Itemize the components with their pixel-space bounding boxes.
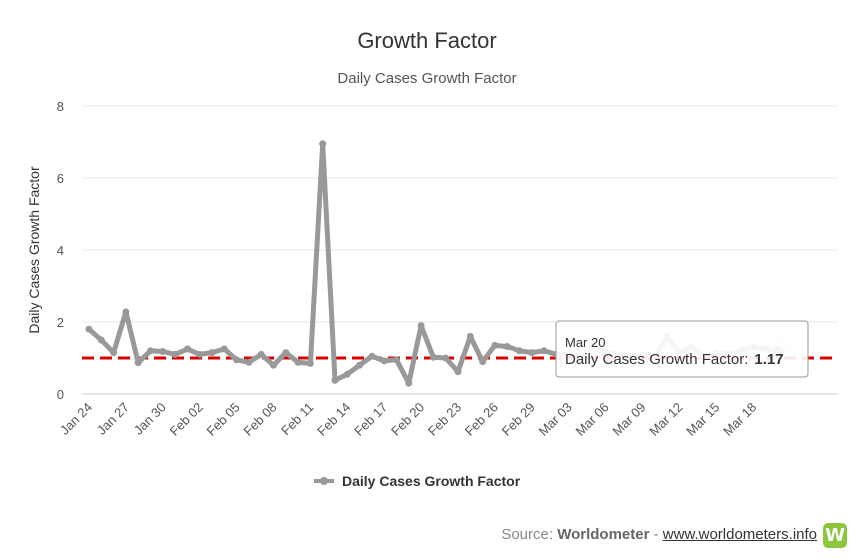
data-point — [479, 358, 487, 366]
data-point — [147, 347, 154, 355]
data-point — [319, 140, 327, 148]
x-tick-label: Jan 24 — [57, 400, 95, 438]
credit-source-name: Worldometer — [557, 526, 650, 543]
data-point — [233, 356, 241, 364]
data-point — [331, 376, 339, 384]
y-tick-label: 2 — [57, 315, 64, 330]
data-point — [134, 359, 142, 367]
data-point — [405, 379, 413, 387]
chart-title: Growth Factor — [357, 28, 496, 53]
data-point — [306, 359, 314, 367]
data-point — [368, 352, 376, 360]
data-point — [393, 356, 400, 364]
x-tick-label: Mar 03 — [536, 400, 575, 439]
data-point — [294, 358, 302, 366]
x-tick-label: Feb 05 — [203, 400, 242, 439]
credit-prefix: Source: — [501, 526, 558, 543]
tooltip-value: 1.17 — [754, 351, 783, 368]
x-tick-label: Feb 29 — [499, 400, 538, 439]
data-point — [380, 357, 388, 365]
x-tick-label: Feb 23 — [425, 400, 464, 439]
data-point — [171, 350, 179, 358]
data-point — [442, 354, 450, 362]
data-point — [343, 370, 351, 378]
y-tick-label: 4 — [57, 243, 64, 258]
data-point — [356, 361, 364, 369]
legend-marker — [320, 477, 328, 485]
data-point — [417, 322, 425, 330]
data-point — [196, 350, 204, 358]
data-point — [110, 349, 118, 357]
data-point — [454, 368, 462, 376]
credit-separator: - — [649, 526, 663, 543]
tooltip-box — [555, 320, 809, 378]
x-tick-label: Feb 20 — [388, 400, 427, 439]
tooltip-line: Daily Cases Growth Factor: 1.17 — [565, 351, 784, 368]
data-point — [282, 349, 290, 357]
data-point — [220, 345, 228, 353]
tooltip-date: Mar 20 — [565, 335, 605, 350]
data-point — [159, 348, 167, 356]
x-tick-label: Feb 14 — [314, 400, 353, 439]
y-tick-label: 6 — [57, 171, 64, 186]
data-point — [540, 347, 548, 355]
data-point — [257, 350, 265, 358]
x-tick-label: Feb 02 — [167, 400, 206, 439]
legend-label[interactable]: Daily Cases Growth Factor — [342, 473, 521, 489]
data-point — [122, 308, 130, 316]
x-tick-label: Mar 15 — [683, 400, 722, 439]
tooltip: Mar 20 Daily Cases Growth Factor: 1.17 — [555, 320, 809, 378]
x-tick-label: Mar 06 — [572, 400, 611, 439]
x-tick-label: Mar 18 — [720, 400, 759, 439]
x-tick-label: Feb 08 — [240, 400, 279, 439]
x-tick-label: Feb 11 — [278, 400, 317, 439]
data-point — [270, 361, 277, 369]
worldometer-logo-icon[interactable]: W — [823, 523, 847, 548]
source-credit: Source: Worldometer - www.worldometers.i… — [501, 526, 817, 543]
y-tick-label: 0 — [57, 387, 64, 402]
y-tick-labels: 0 2 4 6 8 — [57, 99, 64, 402]
x-tick-label: Jan 30 — [131, 400, 169, 438]
data-point — [503, 342, 511, 350]
tooltip-label: Daily Cases Growth Factor: — [565, 351, 748, 368]
x-tick-label: Mar 09 — [609, 400, 648, 439]
y-axis-label: Daily Cases Growth Factor — [26, 166, 42, 334]
data-point — [85, 325, 93, 333]
credit-link[interactable]: www.worldometers.info — [662, 526, 817, 543]
data-point — [466, 332, 474, 340]
data-point — [528, 349, 536, 357]
data-point — [429, 353, 437, 361]
x-tick-label: Mar 12 — [646, 400, 685, 439]
data-point — [97, 336, 105, 344]
data-point — [208, 349, 216, 357]
y-tick-label: 8 — [57, 99, 64, 114]
x-tick-label: Jan 27 — [94, 400, 132, 438]
chart-subtitle: Daily Cases Growth Factor — [337, 70, 516, 87]
data-point — [491, 341, 499, 349]
data-point — [245, 358, 253, 366]
legend[interactable]: Daily Cases Growth Factor — [314, 473, 521, 489]
data-point — [183, 345, 191, 353]
data-point — [516, 347, 523, 355]
x-tick-label: Feb 17 — [351, 400, 390, 439]
x-tick-label: Feb 26 — [462, 400, 501, 439]
